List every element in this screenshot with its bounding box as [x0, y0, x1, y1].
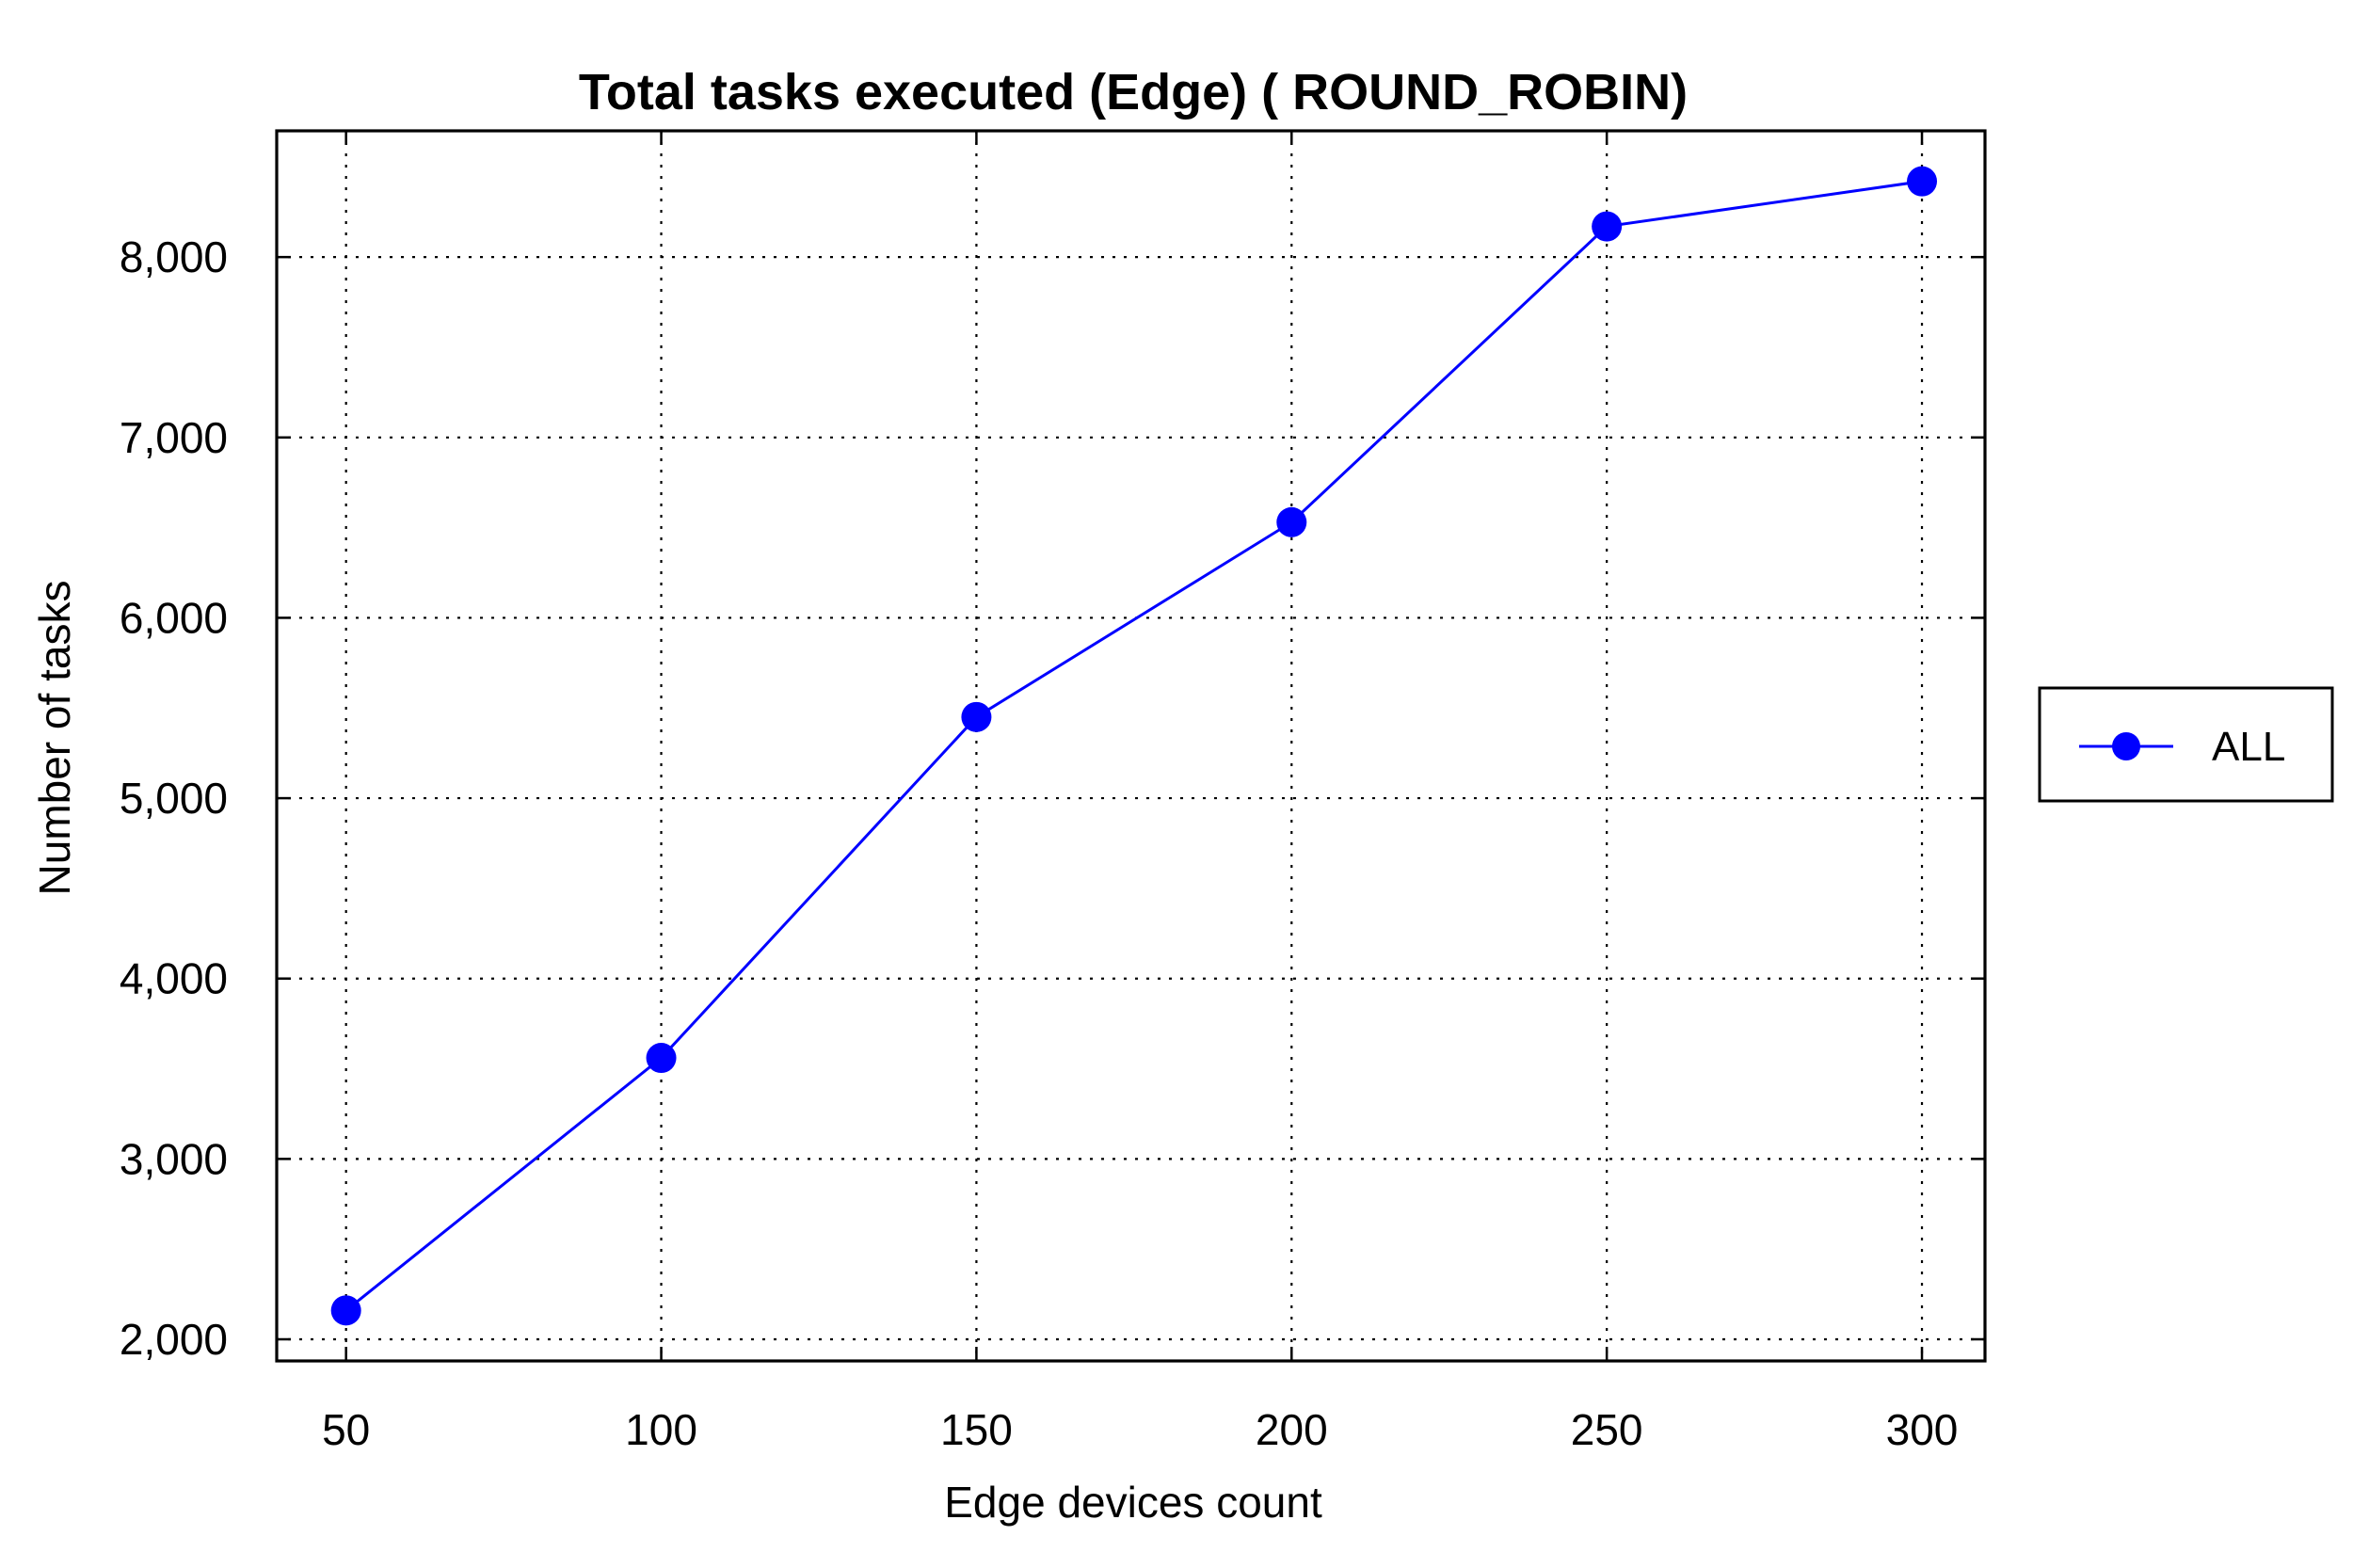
data-point: [961, 701, 992, 732]
x-axis-label: Edge devices count: [944, 1478, 1322, 1527]
axis-ticks: [277, 131, 1985, 1361]
y-tick-label: 7,000: [120, 413, 228, 462]
gridlines: [277, 131, 1985, 1361]
data-point: [646, 1043, 677, 1074]
x-tick-label: 150: [940, 1405, 1013, 1454]
plot-frame: [275, 129, 1987, 1363]
x-tick-label: 200: [1256, 1405, 1328, 1454]
y-tick-label: 2,000: [120, 1315, 228, 1364]
data-point: [1276, 506, 1307, 537]
legend-series-marker: [2112, 732, 2140, 760]
x-tick-label: 100: [625, 1405, 697, 1454]
x-tick-label: 50: [322, 1405, 370, 1454]
y-tick-label: 4,000: [120, 954, 228, 1003]
data-point: [1592, 211, 1623, 242]
data-series: [330, 166, 1938, 1326]
y-tick-label: 3,000: [120, 1134, 228, 1183]
legend-series-label: ALL: [2212, 724, 2285, 770]
chart-title: Total tasks executed (Edge) ( ROUND_ROBI…: [579, 64, 1688, 120]
legend-box: [2038, 686, 2334, 803]
x-tick-label: 300: [1886, 1405, 1959, 1454]
legend: ALL: [2038, 686, 2334, 803]
series-line: [344, 180, 1923, 1312]
data-point: [1907, 166, 1938, 197]
y-tick-label: 5,000: [120, 774, 228, 823]
y-tick-label: 6,000: [120, 593, 228, 642]
x-tick-label: 250: [1571, 1405, 1643, 1454]
y-axis-label: Number of tasks: [30, 581, 79, 896]
data-point: [330, 1295, 361, 1326]
y-tick-label: 8,000: [120, 232, 228, 281]
